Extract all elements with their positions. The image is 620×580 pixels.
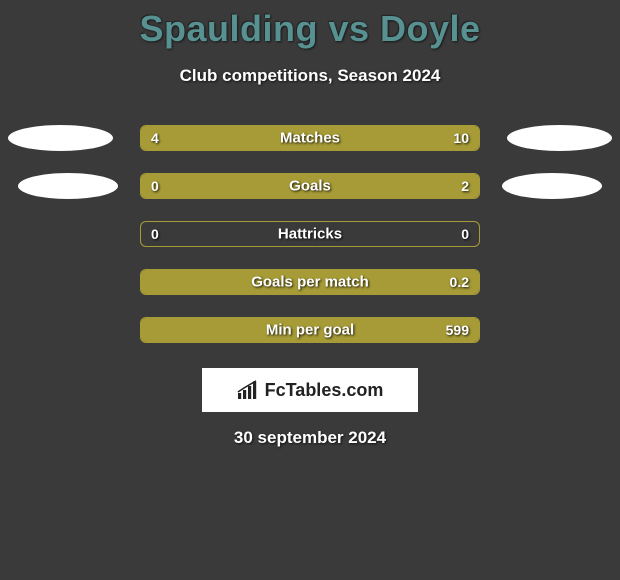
bars-up-icon xyxy=(237,380,259,400)
fill-right xyxy=(238,126,479,150)
stat-row: 02Goals xyxy=(0,172,620,200)
footer-date: 30 september 2024 xyxy=(0,428,620,448)
fill-right xyxy=(141,174,479,198)
player-ellipse-left xyxy=(8,125,113,151)
fill-right xyxy=(141,318,479,342)
player-ellipse-left xyxy=(18,173,118,199)
stat-bar: 02Goals xyxy=(140,173,480,199)
player-ellipse-right xyxy=(502,173,602,199)
stat-row: 599Min per goal xyxy=(0,316,620,344)
fill-left xyxy=(141,126,238,150)
stat-label: Hattricks xyxy=(141,226,479,243)
stat-bar: 0.2Goals per match xyxy=(140,269,480,295)
stat-bar: 0 0Hattricks xyxy=(140,221,480,247)
stat-bar: 410Matches xyxy=(140,125,480,151)
subtitle: Club competitions, Season 2024 xyxy=(0,66,620,86)
stat-bar: 599Min per goal xyxy=(140,317,480,343)
stat-row: 410Matches xyxy=(0,124,620,152)
brand-box[interactable]: FcTables.com xyxy=(202,368,418,412)
stat-value-right: 0 xyxy=(461,226,469,242)
stats-container: 410Matches 02Goals 0 0Hattricks 0.2Goals per… xyxy=(0,124,620,344)
stat-row: 0 0Hattricks xyxy=(0,220,620,248)
fill-right xyxy=(141,270,479,294)
player-ellipse-right xyxy=(507,125,612,151)
page-title: Spaulding vs Doyle xyxy=(0,0,620,50)
stat-value-left: 0 xyxy=(151,226,159,242)
stat-row: 0.2Goals per match xyxy=(0,268,620,296)
brand-text: FcTables.com xyxy=(265,380,384,401)
